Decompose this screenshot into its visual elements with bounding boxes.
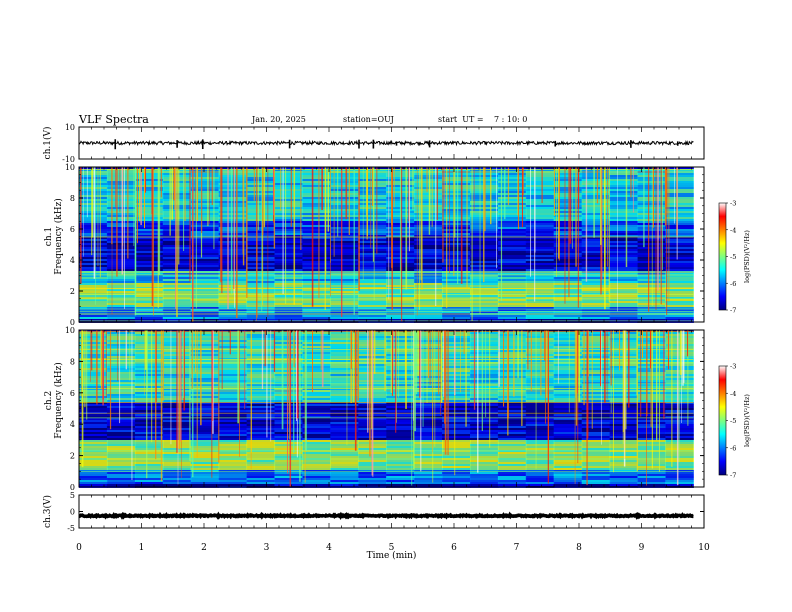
ch1-spectrogram-ytick-label: 0 — [70, 318, 75, 327]
ch3-waveform-ylabel: ch.3(V) — [42, 495, 53, 528]
ch2-spectrogram-colorbar-label: log(PSD)(V²/Hz) — [743, 394, 751, 447]
ch1-waveform-ylabel: ch.1(V) — [42, 127, 53, 160]
xtick-label: 4 — [326, 543, 332, 553]
ch2-spectrogram-ylabel-channel: ch.2 — [44, 391, 54, 410]
ch1-waveform-trace — [78, 139, 694, 147]
xtick-label: 10 — [698, 543, 710, 553]
ch2-spectrogram-colorbar-tick-label: -6 — [730, 444, 736, 452]
ch3-waveform — [78, 495, 704, 528]
ch1-spectrogram-ytick-label: 10 — [65, 163, 75, 172]
ch2-spectrogram-colorbar — [718, 365, 727, 476]
xtick-label: 1 — [139, 543, 145, 553]
ch2-spectrogram-ytick-label: 6 — [70, 389, 75, 398]
ch1-spectrogram-colorbar-tick-label: -5 — [730, 253, 736, 261]
ch1-spectrogram-ytick-label: 2 — [70, 287, 75, 296]
ch3-waveform-background — [79, 495, 704, 528]
xtick-label: 7 — [514, 543, 520, 553]
ch3-waveform-ytick-label: -5 — [67, 524, 75, 533]
ch1-spectrogram-ytick-label: 4 — [70, 256, 75, 265]
ch2-spectrogram-colorbar-tick-label: -3 — [730, 363, 736, 371]
ch1-spectrogram-colorbar-tick-label: -4 — [730, 226, 736, 234]
xtick-label: 2 — [201, 543, 207, 553]
ch2-spectrogram-colorbar-tick-label: -5 — [730, 417, 736, 425]
ch1-spectrogram-ytick-label: 8 — [70, 194, 75, 203]
xtick-label: 3 — [264, 543, 270, 553]
ch2-spectrogram-ytick-label: 0 — [70, 483, 75, 492]
ch3-waveform-ytick-label: 0 — [70, 508, 75, 517]
ch1-spectrogram-ytick-label: 6 — [70, 225, 75, 234]
ch1-spectrogram-colorbar — [718, 202, 727, 311]
xtick-label: 9 — [639, 543, 645, 553]
ch1-waveform — [78, 127, 704, 159]
ch2-spectrogram-ytick-label: 8 — [70, 357, 75, 366]
ch2-spectrogram-ytick-label: 4 — [70, 420, 75, 429]
ch1-spectrogram-colorbar-tick-label: -6 — [730, 280, 736, 288]
ch2-spectrogram-ylabel-frequency: Frequency (kHz) — [53, 362, 64, 439]
ch2-spectrogram-ytick-label: 10 — [65, 326, 75, 335]
xtick-label: 0 — [76, 543, 82, 553]
xtick-label: 8 — [576, 543, 582, 553]
xtick-label: 6 — [451, 543, 457, 553]
ch1-spectrogram-colorbar-tick-label: -3 — [730, 200, 736, 208]
start-ut-label: start UT = — [438, 115, 484, 124]
chart-title: VLF Spectra — [79, 113, 149, 126]
xtick-label: 5 — [389, 543, 395, 553]
station-label: station=OUJ — [343, 115, 394, 124]
ch1-spectrogram-ylabel-frequency: Frequency (kHz) — [53, 198, 64, 275]
ch1-waveform-ytick-label: 10 — [65, 123, 75, 132]
ch1-spectrogram-ylabel-channel: ch.1 — [44, 227, 54, 246]
xaxis-label: Time (min) — [367, 550, 417, 561]
ch1-spectrogram-colorbar-tick-label: -7 — [730, 307, 736, 315]
ch3-waveform-ytick-label: 5 — [70, 491, 75, 500]
date-label: Jan. 20, 2025 — [252, 115, 306, 124]
ch3-waveform-trace — [78, 511, 694, 520]
ch1-spectrogram — [79, 167, 704, 323]
panels-layer — [78, 127, 704, 528]
ch2-spectrogram-colorbar-tick-label: -7 — [730, 472, 736, 480]
ch2-spectrogram — [79, 330, 704, 488]
ch2-spectrogram-ytick-label: 2 — [70, 452, 75, 461]
ch2-spectrogram-colorbar-tick-label: -4 — [730, 390, 736, 398]
start-ut-value: 7 : 10: 0 — [494, 115, 528, 124]
ch1-spectrogram-colorbar-label: log(PSD)(V²/Hz) — [743, 230, 751, 283]
ch1-waveform-ytick-label: -10 — [62, 155, 75, 164]
